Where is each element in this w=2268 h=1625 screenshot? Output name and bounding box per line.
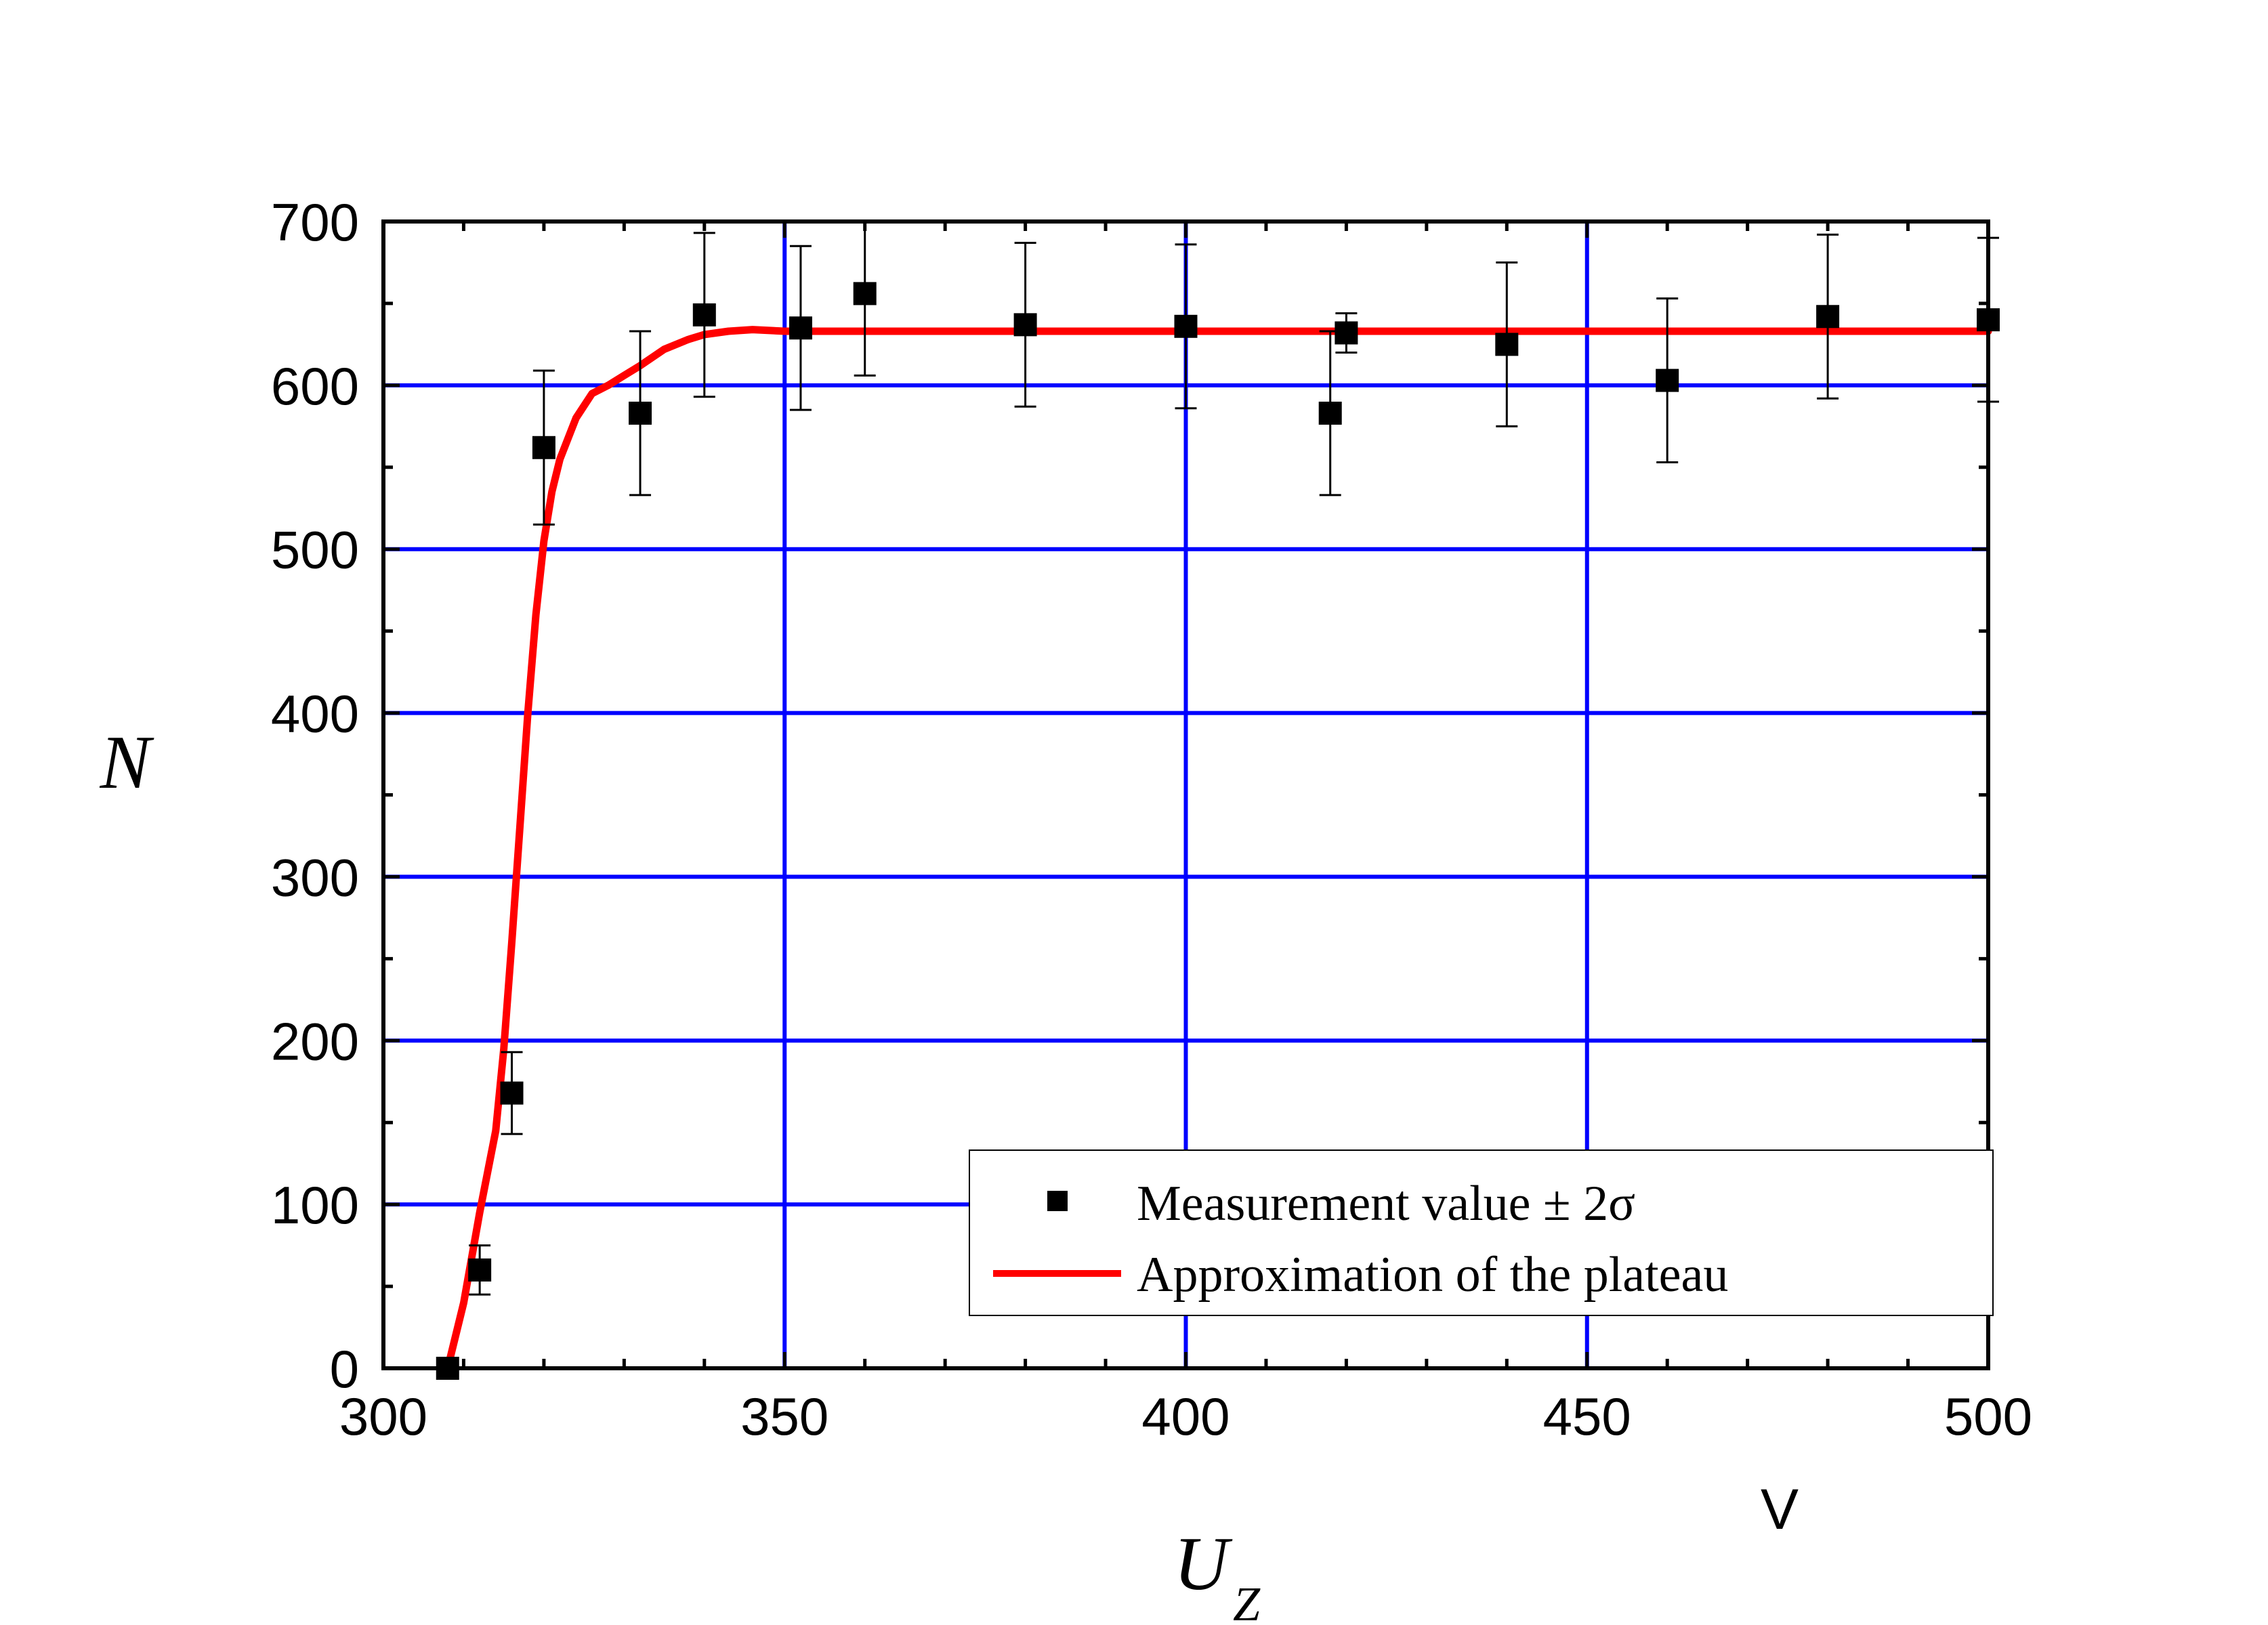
square-marker: [1816, 305, 1840, 329]
x-tick-label: 500: [1944, 1387, 2032, 1446]
square-marker: [532, 436, 555, 459]
data-point: [629, 330, 652, 497]
square-marker: [629, 401, 652, 425]
legend-marker-square: [1047, 1191, 1068, 1211]
data-point: [500, 1051, 524, 1135]
tick-labels: 300 350 400 450 500 0 100 200 300 400 500 600 700: [271, 192, 2032, 1446]
data-point: [1318, 330, 1342, 497]
y-tick-label: 300: [271, 847, 359, 907]
fit-layer: [444, 326, 1992, 1372]
grid-lines: [383, 221, 1988, 1368]
x-tick-label: 300: [339, 1387, 427, 1446]
square-marker: [789, 316, 812, 340]
square-marker: [468, 1258, 492, 1282]
square-marker: [1013, 313, 1037, 337]
square-marker: [1335, 321, 1358, 345]
x-tick-label: 400: [1141, 1387, 1230, 1446]
points-layer: [436, 220, 2000, 1380]
square-marker: [853, 282, 877, 305]
square-marker: [500, 1081, 524, 1105]
data-point: [789, 245, 812, 411]
data-point: [468, 1244, 492, 1296]
x-tick-label: 450: [1543, 1387, 1631, 1446]
y-tick-label: 700: [271, 192, 359, 252]
data-point: [692, 232, 716, 398]
y-tick-label: 200: [271, 1011, 359, 1071]
x-axis-label-subscript: Z: [1233, 1577, 1261, 1625]
legend-label-measurement: Measurement value ± 2σ: [1137, 1176, 1635, 1231]
y-tick-label: 0: [330, 1339, 359, 1399]
y-axis-label: N: [100, 721, 154, 805]
square-marker: [1495, 333, 1519, 356]
y-tick-label: 500: [271, 520, 359, 580]
y-tick-label: 600: [271, 356, 359, 416]
data-point: [1174, 243, 1198, 410]
y-tick-label: 100: [271, 1175, 359, 1235]
square-marker: [1318, 401, 1342, 425]
y-tick-label: 400: [271, 684, 359, 744]
data-point: [1335, 312, 1358, 354]
square-marker: [1656, 368, 1679, 392]
x-tick-label: 350: [740, 1387, 828, 1446]
data-point: [1656, 297, 1679, 464]
legend-label-fit: Approximation of the plateau: [1137, 1247, 1728, 1303]
data-point: [1013, 241, 1037, 408]
data-point: [1495, 261, 1519, 427]
legend-box: [969, 1149, 1994, 1316]
square-marker: [1174, 314, 1198, 338]
data-point: [1816, 233, 1840, 400]
legend: Measurement value ± 2σ Approximation of …: [969, 1149, 1994, 1316]
plot-frame: [381, 219, 1990, 1370]
square-marker: [692, 303, 716, 326]
x-axis-unit: V: [1761, 1477, 1799, 1541]
x-axis-label: U: [1174, 1522, 1233, 1606]
fit-curve: [444, 326, 1992, 1372]
data-point: [532, 369, 555, 526]
